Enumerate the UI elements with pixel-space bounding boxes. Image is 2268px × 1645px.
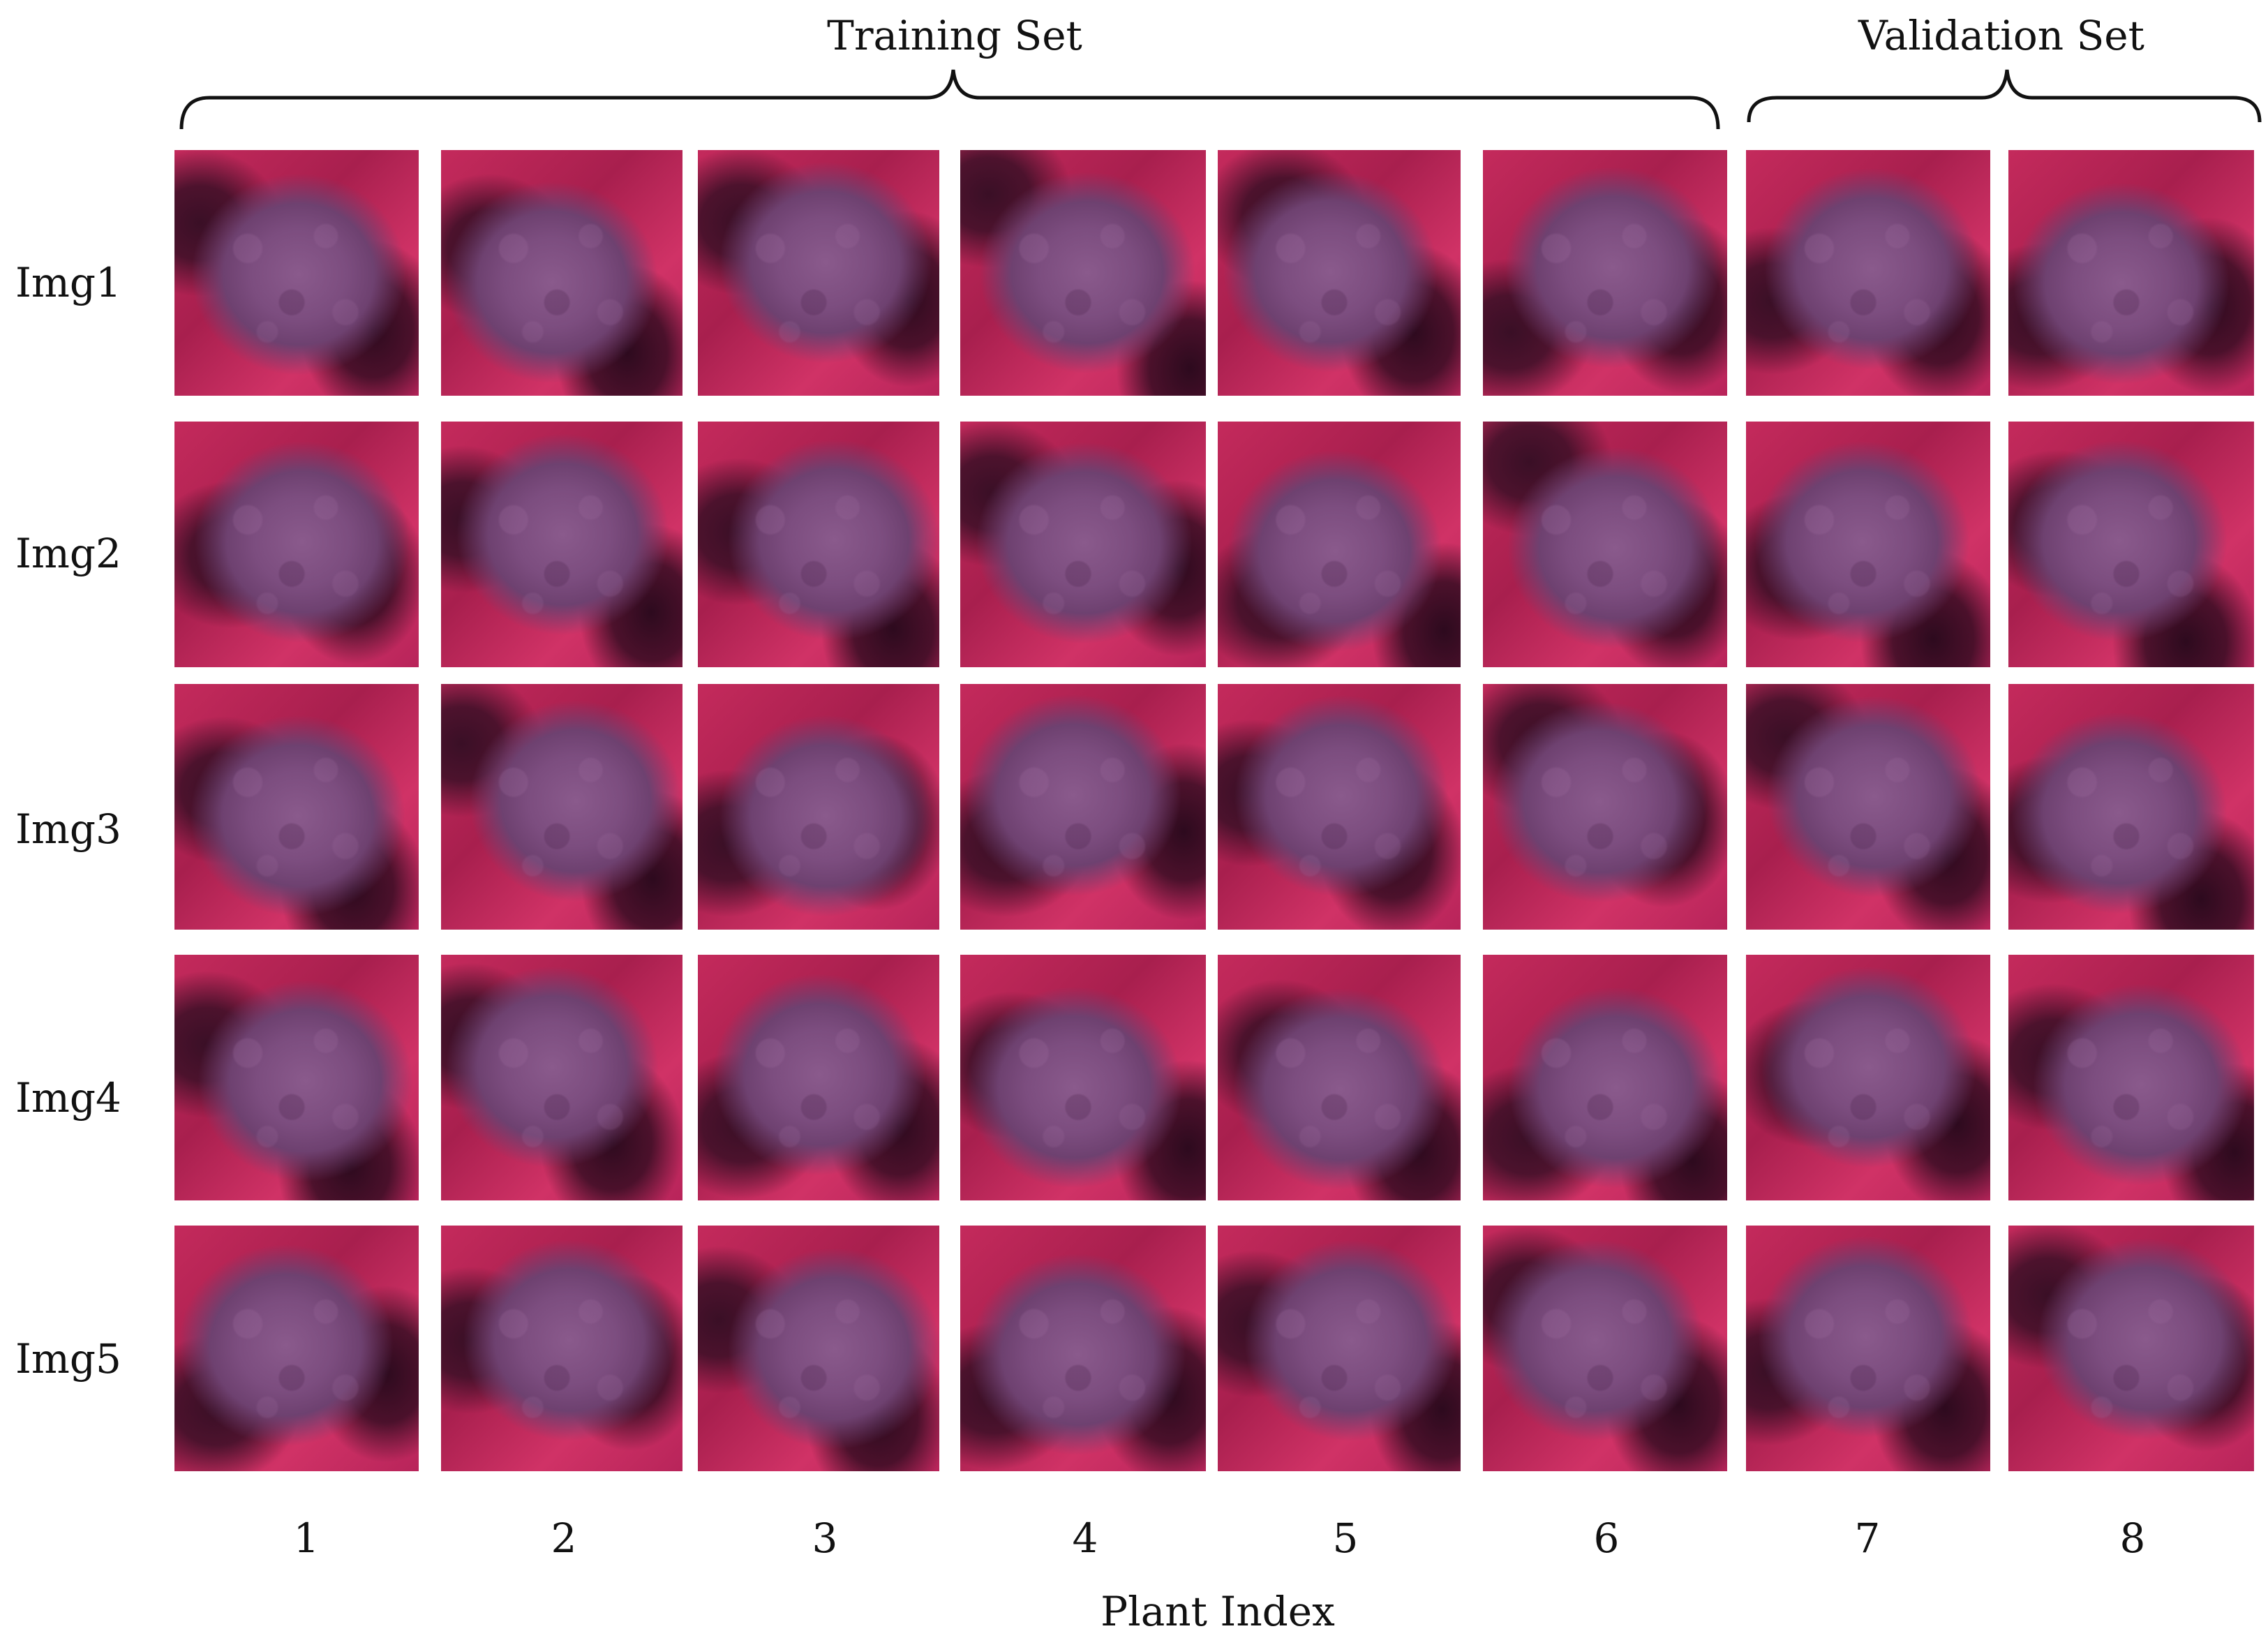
plant-image-tile bbox=[441, 1226, 682, 1471]
column-label-6: 6 bbox=[1593, 1514, 1620, 1562]
column-label-4: 4 bbox=[1072, 1514, 1098, 1562]
plant-image-tile bbox=[2008, 684, 2254, 930]
plant-image-tile bbox=[698, 955, 939, 1200]
plant-image-tile bbox=[441, 150, 682, 396]
plant-image-tile bbox=[1218, 1226, 1461, 1471]
plant-image-tile bbox=[1746, 955, 1990, 1200]
plant-image-tile bbox=[960, 955, 1206, 1200]
plant-image-tile bbox=[441, 955, 682, 1200]
plant-image-tile bbox=[1746, 684, 1990, 930]
column-label-2: 2 bbox=[551, 1514, 577, 1562]
validation-set-title: Validation Set bbox=[1858, 12, 2144, 59]
row-label-img1: Img1 bbox=[15, 259, 121, 306]
column-label-1: 1 bbox=[293, 1514, 320, 1562]
row-label-img5: Img5 bbox=[15, 1335, 121, 1383]
row-label-img4: Img4 bbox=[15, 1074, 121, 1122]
column-label-8: 8 bbox=[2119, 1514, 2146, 1562]
training-set-title: Training Set bbox=[827, 12, 1082, 59]
column-label-3: 3 bbox=[812, 1514, 838, 1562]
plant-image-tile bbox=[174, 422, 419, 667]
plant-image-tile bbox=[2008, 150, 2254, 396]
plant-image-tile bbox=[2008, 422, 2254, 667]
plant-image-tile bbox=[1746, 1226, 1990, 1471]
plant-image-tile bbox=[174, 150, 419, 396]
plant-image-tile bbox=[960, 684, 1206, 930]
plant-image-tile bbox=[441, 422, 682, 667]
group-brackets bbox=[179, 69, 2262, 130]
column-label-7: 7 bbox=[1854, 1514, 1881, 1562]
plant-image-tile bbox=[698, 150, 939, 396]
plant-image-tile bbox=[1218, 684, 1461, 930]
plant-image-tile bbox=[2008, 1226, 2254, 1471]
plant-image-tile bbox=[1483, 955, 1727, 1200]
row-label-img2: Img2 bbox=[15, 530, 121, 577]
x-axis-title: Plant Index bbox=[1101, 1588, 1335, 1635]
plant-image-tile bbox=[960, 422, 1206, 667]
plant-image-tile bbox=[698, 684, 939, 930]
plant-image-tile bbox=[698, 1226, 939, 1471]
plant-image-tile bbox=[1746, 150, 1990, 396]
plant-image-tile bbox=[174, 1226, 419, 1471]
training-bracket bbox=[179, 69, 1720, 130]
plant-image-tile bbox=[1483, 150, 1727, 396]
plant-image-tile bbox=[1218, 955, 1461, 1200]
plant-image-tile bbox=[174, 684, 419, 930]
plant-image-tile bbox=[1218, 422, 1461, 667]
plant-image-tile bbox=[1483, 422, 1727, 667]
plant-image-tile bbox=[2008, 955, 2254, 1200]
plant-image-tile bbox=[1483, 684, 1727, 930]
validation-bracket bbox=[1747, 69, 2262, 123]
plant-image-tile bbox=[1218, 150, 1461, 396]
row-label-img3: Img3 bbox=[15, 805, 121, 853]
plant-image-tile bbox=[960, 150, 1206, 396]
plant-image-tile bbox=[1483, 1226, 1727, 1471]
plant-image-tile bbox=[174, 955, 419, 1200]
plant-image-tile bbox=[1746, 422, 1990, 667]
plant-image-tile bbox=[698, 422, 939, 667]
plant-image-tile bbox=[960, 1226, 1206, 1471]
column-label-5: 5 bbox=[1332, 1514, 1359, 1562]
plant-image-tile bbox=[441, 684, 682, 930]
